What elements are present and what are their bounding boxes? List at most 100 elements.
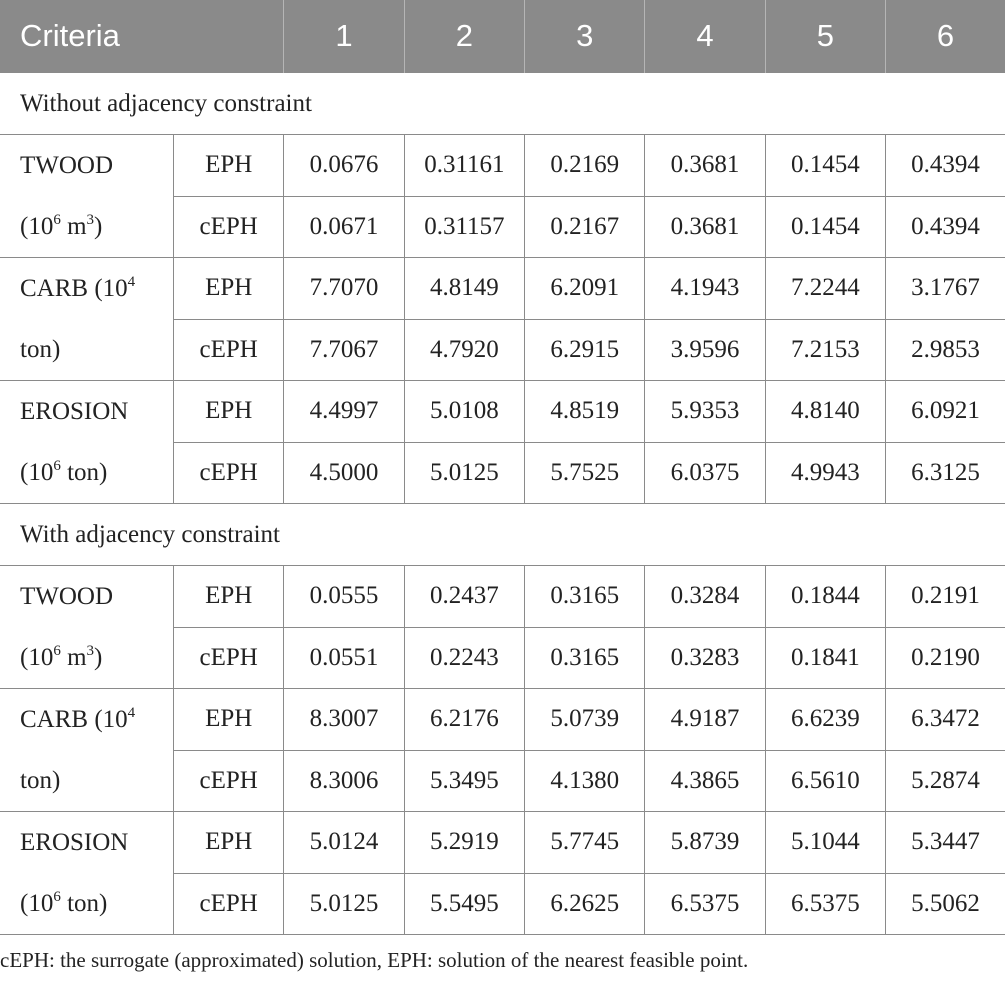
value-cell: 5.0125 [403,441,526,504]
value-cell: 4.9943 [764,441,887,504]
value-cell: 0.1841 [764,626,887,689]
table-row: EROSION (106 ton) EPH 4.4997 5.0108 4.8519 5.9… [0,380,1005,504]
section-title: With adjacency constraint [0,503,1005,566]
header-row: Criteria 1 2 3 4 5 6 [0,0,1005,73]
criterion-cell: TWOOD (106 m3) [0,134,175,258]
value-cell: 0.4394 [885,134,1005,197]
value-cell: 0.2169 [524,134,646,197]
unit-exponent: 6 [53,458,61,474]
value-cell: 0.31161 [403,134,526,197]
value-cell: 5.0739 [524,688,646,751]
criterion-name: EROSION [20,812,173,873]
value-cell: 6.5375 [644,872,766,935]
value-cell: 7.7067 [283,318,405,381]
criterion-unit: (106 ton) [20,873,173,934]
criterion-name-text: TWOOD [20,152,114,179]
value-cell: 5.3447 [885,811,1005,874]
header-criteria: Criteria [0,0,285,73]
value-cell: 5.2874 [885,749,1005,812]
criterion-name-text: CARB (10 [20,706,128,733]
method-label: cEPH [173,441,285,504]
unit-prefix: ton) [20,336,61,363]
table-row: TWOOD (106 m3) EPH 0.0676 0.31161 0.2169 0.368… [0,134,1005,258]
method-label: EPH [173,811,285,874]
criterion-name: TWOOD [20,135,173,196]
unit-suffix: ) [94,213,103,240]
table-row: cEPH 4.5000 5.0125 5.7525 6.0375 4.9943 6.3125 [0,441,1005,504]
value-cell: 4.8519 [524,380,646,443]
unit-exponent: 6 [53,889,61,905]
value-cell: 5.7745 [524,811,646,874]
value-cell: 0.1454 [764,195,887,258]
value-cell: 7.2153 [764,318,887,381]
value-cell: 6.5375 [764,872,887,935]
criterion-unit: ton) [20,750,173,811]
method-label: cEPH [173,626,285,689]
value-cell: 0.0676 [283,134,405,197]
unit-prefix: (10 [20,213,54,240]
method-label: EPH [173,688,285,751]
value-cell: 5.0124 [283,811,405,874]
value-cell: 0.3681 [644,134,766,197]
value-cell: 7.7070 [283,257,405,320]
value-cell: 4.7920 [403,318,526,381]
unit-prefix: (10 [20,459,54,486]
value-cell: 6.5610 [764,749,887,812]
criterion-name: EROSION [20,381,173,442]
method-label: EPH [173,257,285,320]
unit-prefix: ton) [20,767,61,794]
header-col-6: 6 [885,0,1005,73]
value-cell: 6.6239 [764,688,887,751]
criterion-unit: (106 m3) [20,627,173,688]
value-cell: 5.1044 [764,811,887,874]
value-cell: 4.4997 [283,380,405,443]
value-cell: 0.2191 [885,565,1005,628]
header-col-1: 1 [283,0,405,73]
method-label: cEPH [173,749,285,812]
value-cell: 3.1767 [885,257,1005,320]
value-cell: 5.8739 [644,811,766,874]
criterion-cell: CARB (104 ton) [0,688,175,812]
value-cell: 4.5000 [283,441,405,504]
value-cell: 5.5495 [403,872,526,935]
criterion-unit: ton) [20,319,173,380]
value-cell: 0.1454 [764,134,887,197]
value-cell: 4.8140 [764,380,887,443]
header-col-5: 5 [765,0,887,73]
value-cell: 6.0375 [644,441,766,504]
value-cell: 0.0555 [283,565,405,628]
unit-prefix: (10 [20,644,54,671]
unit-middle: ton) [60,459,108,486]
unit-middle: ton) [60,890,108,917]
value-cell: 5.3495 [403,749,526,812]
value-cell: 0.1844 [764,565,887,628]
table-row: cEPH 5.0125 5.5495 6.2625 6.5375 6.5375 5.5062 [0,872,1005,935]
value-cell: 5.2919 [403,811,526,874]
value-cell: 4.1943 [644,257,766,320]
section-row: Without adjacency constraint [0,72,1005,135]
table-row: CARB (104 ton) EPH 8.3007 6.2176 5.0739 4.9187… [0,688,1005,812]
unit-prefix: (10 [20,890,54,917]
unit-middle: m [60,644,87,671]
criterion-cell: TWOOD (106 m3) [0,565,175,689]
value-cell: 6.2625 [524,872,646,935]
method-label: EPH [173,565,285,628]
value-cell: 4.3865 [644,749,766,812]
criterion-name-exponent: 4 [127,705,136,721]
section-title: Without adjacency constraint [0,72,1005,135]
value-cell: 4.1380 [524,749,646,812]
value-cell: 0.2437 [403,565,526,628]
value-cell: 0.3283 [644,626,766,689]
table-row: CARB (104 ton) EPH 7.7070 4.8149 6.2091 4.1943… [0,257,1005,381]
value-cell: 3.9596 [644,318,766,381]
results-table: Criteria 1 2 3 4 5 6 Without adjacency c… [0,0,1005,935]
criterion-name: CARB (104 [20,258,173,319]
table-row: cEPH 0.0671 0.31157 0.2167 0.3681 0.1454 0.439… [0,195,1005,258]
value-cell: 8.3007 [283,688,405,751]
criterion-name-text: EROSION [20,398,129,425]
header-col-2: 2 [404,0,526,73]
method-label: EPH [173,380,285,443]
unit-exponent: 6 [53,643,61,659]
table-body: Without adjacency constraint TWOOD (106 m3… [0,72,1005,935]
value-cell: 5.9353 [644,380,766,443]
